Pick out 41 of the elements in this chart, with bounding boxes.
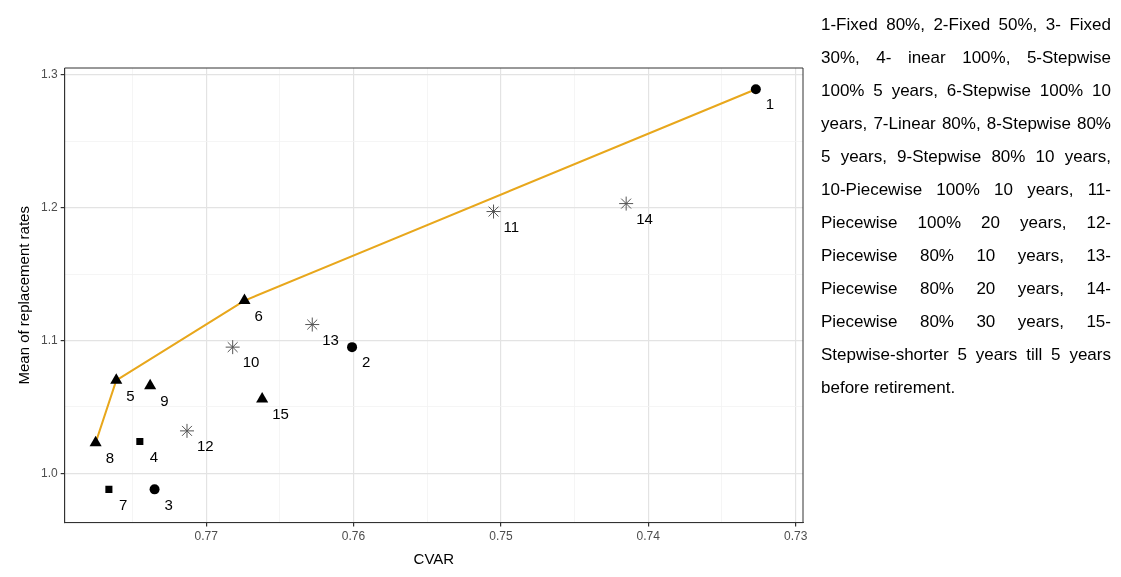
point [144,378,157,390]
x-tick-label: 0.77 [194,529,219,544]
annotation: 12 [197,437,214,455]
annotation: 8 [105,448,114,466]
point [750,84,761,95]
annotation: 2 [362,353,371,371]
point [238,293,251,305]
annotation: 9 [160,391,169,409]
point [179,423,195,439]
annotation: 3 [164,495,173,513]
annotation: 1 [765,95,775,113]
point [110,373,123,384]
point [618,196,634,212]
point [89,435,102,447]
y-tick-label: 1.0 [40,465,58,480]
x-tick-label: 0.76 [341,529,366,544]
annotation: 4 [149,447,159,465]
y-tick-label: 1.3 [40,66,58,81]
y-axis-title: Mean of replacement rates [15,206,33,385]
x-axis-title: CVAR [413,550,455,568]
annotation: 10 [242,353,260,371]
annotation: 15 [272,405,289,423]
point [149,484,160,495]
x-tick-label: 0.75 [489,529,513,544]
point [304,317,320,333]
annotation: 6 [254,306,263,324]
annotation: 5 [126,386,135,404]
point [486,204,502,220]
text: 1-Fixed 80%, 2-Fixed 50%, 3- Fixed 30%, 4- inear 100%, 5-Stepwise 100% 5 years, 6-Stepwise 100% 10 years, 7-Linear 80%, 8-Stepwise 80% 5 years, 9-Stepwise 80% 10 years, 10-Piecewise 100% 10 years, 11-Piecewise 100% 20 years, 12-Piecewise 80% 10 years, 13-Piecewise 80% 20 years, 14-Piecewise 80% 30 years, 15-Stepwise-shorter 5 years till 5 years before retirement. [821,15,1111,397]
x-tick-label: 0.73 [783,529,808,544]
point [347,342,358,353]
annotation: 14 [636,209,653,227]
annotation: 11 [503,217,520,235]
x-tick-label: 0.74 [636,529,661,544]
y-tick-label: 1.2 [40,199,58,214]
annotation: 7 [118,495,128,513]
point [105,485,113,493]
point [225,339,241,355]
y-tick-label: 1.1 [40,332,58,347]
point [136,437,144,446]
annotation: 13 [322,330,339,348]
